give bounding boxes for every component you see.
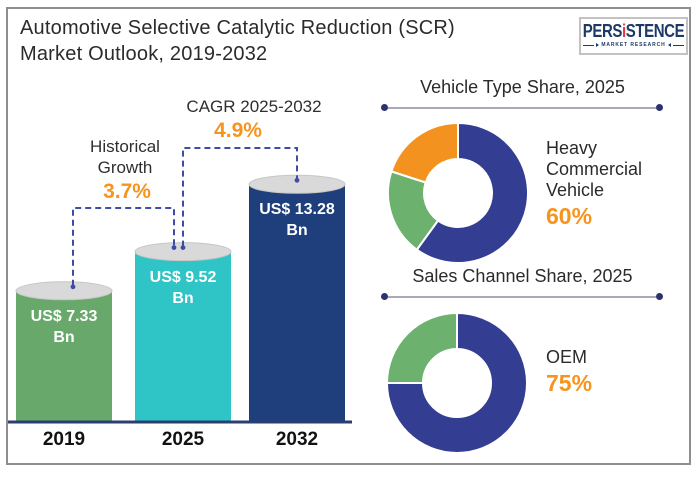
bar-value-label-2032: US$ 13.28 Bn <box>259 201 335 240</box>
sales-channel-share-divider <box>381 292 663 301</box>
historical-growth-value: 3.7% <box>103 180 151 203</box>
historical-growth-bracket-dot-start <box>70 284 76 290</box>
bar-chart-canvas <box>8 147 352 424</box>
vehicle-type-share-title: Vehicle Type Share, 2025 <box>420 77 625 97</box>
cagr-bracket <box>182 147 298 247</box>
vehicle-type-callout-value: 60% <box>546 203 593 229</box>
brand-wordmark: PERSiSTENCE <box>582 20 685 43</box>
divider-dot-left <box>381 293 388 300</box>
divider-rule <box>388 295 656 298</box>
vehicle-type-callout-label: Heavy Commercial Vehicle <box>546 138 643 200</box>
brand-arrow-left-icon <box>596 43 600 47</box>
brand-logo: PERSiSTENCE MARKET RESEARCH <box>579 17 688 55</box>
x-axis-label-2032: 2032 <box>275 429 319 450</box>
brand-rule-right <box>672 44 684 46</box>
bar-value-label-2019: US$ 7.33 Bn <box>30 307 98 346</box>
brand-arrow-right-icon <box>667 43 671 47</box>
cagr-bracket-dot-end <box>294 177 300 183</box>
bar-top-2019 <box>15 281 113 301</box>
historical-growth-bracket-dot-end <box>171 245 177 250</box>
bar-cylinder-2032 <box>249 184 345 422</box>
donut-segment-slice-2 <box>390 122 459 184</box>
page-title: Automotive Selective Catalytic Reduction… <box>20 15 568 67</box>
divider-rule <box>388 106 656 109</box>
title-line-2: Market Outlook, 2019-2032 <box>20 43 268 65</box>
brand-subtitle-row: MARKET RESEARCH <box>583 42 684 48</box>
vehicle-type-donut <box>387 122 529 264</box>
brand-part-2: STENCE <box>625 20 685 43</box>
divider-dot-right <box>656 293 663 300</box>
sales-channel-callout-value: 75% <box>546 370 593 396</box>
title-line-1: Automotive Selective Catalytic Reduction… <box>20 17 455 39</box>
frame-border <box>6 7 691 465</box>
divider-dot-right <box>656 104 663 111</box>
sales-channel-share-title: Sales Channel Share, 2025 <box>412 266 633 286</box>
bar-cylinder-2019 <box>16 290 112 422</box>
x-axis-label-2025: 2025 <box>161 429 205 450</box>
vehicle-type-share-divider <box>381 103 663 112</box>
cagr-label: CAGR 2025-2032 <box>186 97 322 116</box>
bar-cylinder-2025 <box>135 251 231 422</box>
divider-dot-left <box>381 104 388 111</box>
sales-channel-donut <box>386 312 528 454</box>
historical-growth-label: Historical Growth <box>90 137 160 177</box>
bar-top-2032 <box>248 174 346 194</box>
brand-part-1: PERS <box>582 20 623 43</box>
vehicle-type-callout: Heavy Commercial Vehicle 60% <box>546 138 696 230</box>
sales-channel-callout: OEM 75% <box>546 347 696 397</box>
brand-accent-letter: i <box>622 20 626 43</box>
donut-segment-oem <box>386 312 528 454</box>
sales-channel-callout-label: OEM <box>546 347 588 367</box>
brand-subtitle: MARKET RESEARCH <box>601 42 666 48</box>
donut-segment-slice-1 <box>386 312 458 384</box>
donut-segment-heavy-commercial-vehicle <box>415 122 529 264</box>
brand-rule-left <box>583 44 595 46</box>
x-axis-label-2019: 2019 <box>42 429 86 450</box>
cagr-bracket-dot-start <box>180 245 186 250</box>
cagr-value: 4.9% <box>214 119 262 142</box>
bar-value-label-2025: US$ 9.52 Bn <box>149 268 217 307</box>
